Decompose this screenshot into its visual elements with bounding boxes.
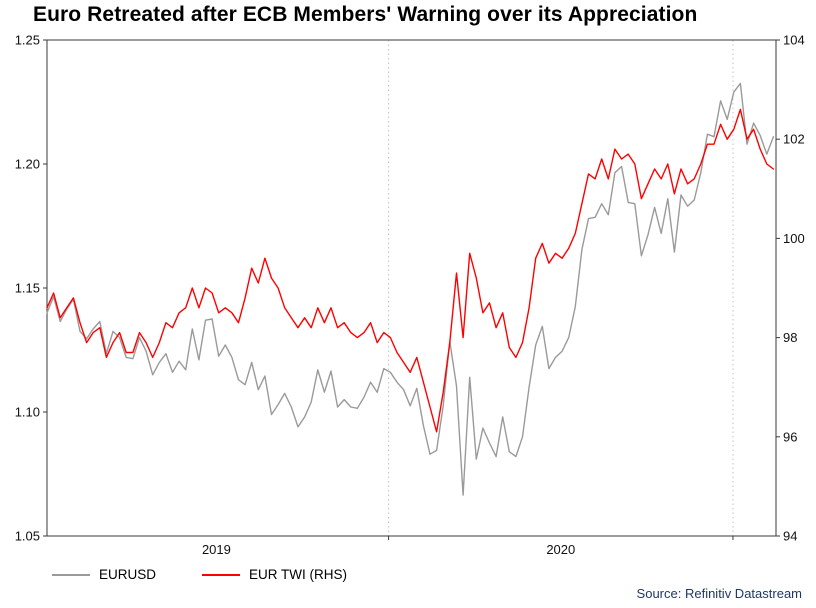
y-axis-left-tick-label: 1.20 [15,157,40,172]
y-axis-left-tick-label: 1.25 [15,33,40,48]
y-axis-right-tick-label: 98 [783,330,797,345]
year-gridlines [388,40,734,536]
x-axis-year-label: 2019 [202,542,231,557]
y-axis-right-labels: 104 102 100 98 96 94 [783,33,805,544]
eur-twi-line [46,108,775,433]
plot-border [46,39,777,537]
legend-label-eurusd: EURUSD [99,567,157,582]
y-axis-right-tick-label: 96 [783,429,797,444]
y-axis-right-tick-label: 102 [783,132,805,147]
legend: EURUSD EUR TWI (RHS) [52,567,347,582]
x-axis-labels: 2019 2020 [202,542,575,557]
source-credit: Source: Refinitiv Datastream [636,586,802,601]
y-axis-left-tick-label: 1.05 [15,529,40,544]
y-axis-left-labels: 1.25 1.20 1.15 1.10 1.05 [15,33,40,544]
y-axis-left-tick-label: 1.15 [15,281,40,296]
y-axis-right-tick-label: 100 [783,231,805,246]
legend-item-eur-twi: EUR TWI (RHS) [202,567,347,582]
legend-item-eurusd: EURUSD [52,567,156,582]
chart-title: Euro Retreated after ECB Members' Warnin… [33,3,698,26]
x-axis-year-label: 2020 [546,542,575,557]
eurusd-line-sample [52,573,90,576]
y-axis-right-tick-label: 104 [783,33,805,48]
axis-ticks [43,39,780,540]
y-axis-left-tick-label: 1.10 [15,405,40,420]
y-axis-right-tick-label: 94 [783,529,797,544]
eur-twi-line-sample [202,573,241,576]
eurusd-line [46,82,775,496]
legend-label-eur-twi: EUR TWI (RHS) [249,567,348,582]
